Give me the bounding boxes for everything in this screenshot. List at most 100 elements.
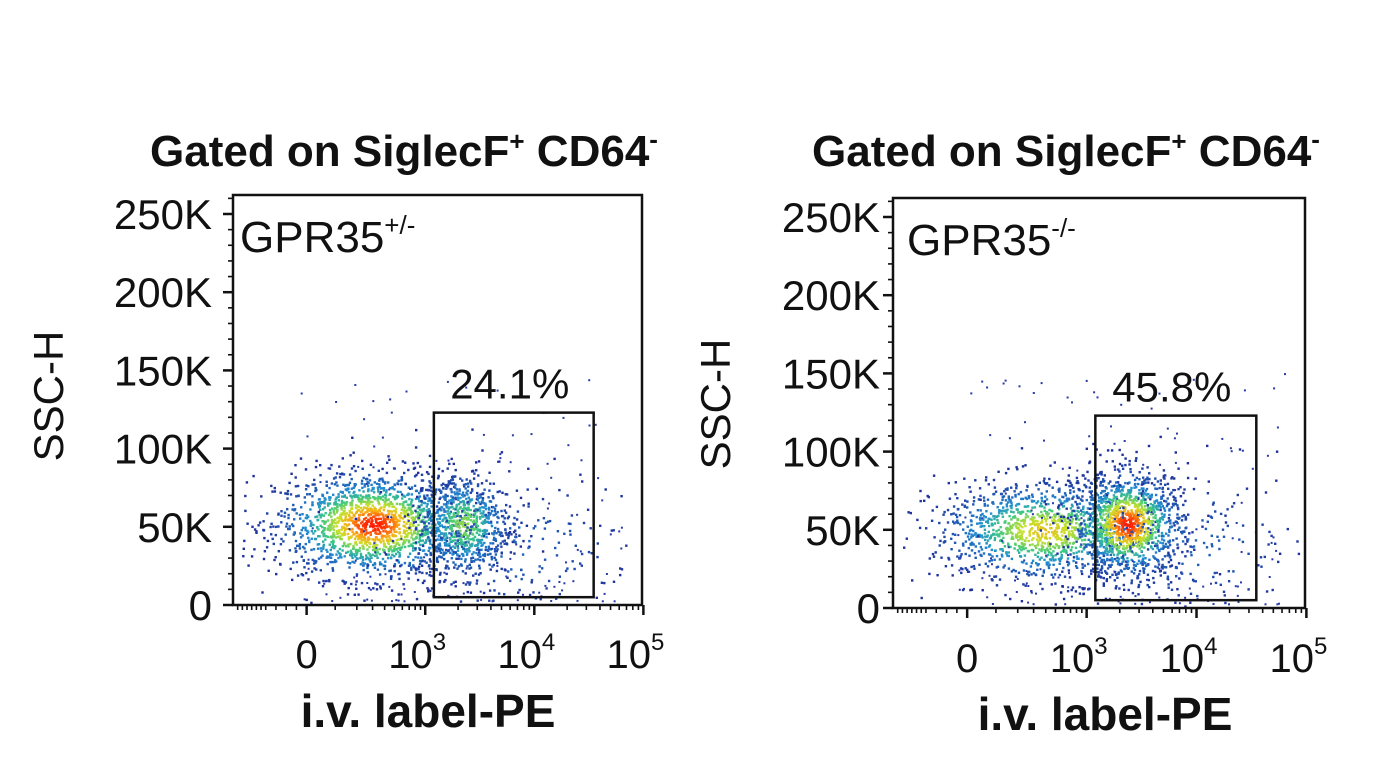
event-dot (496, 544, 500, 547)
event-dot (1025, 562, 1028, 565)
event-dot (489, 512, 493, 515)
event-dot (413, 591, 416, 593)
event-dot (1099, 545, 1102, 548)
event-dot (1071, 505, 1074, 508)
event-dot (368, 494, 371, 497)
event-dot (1136, 516, 1139, 519)
event-dot (418, 500, 421, 503)
event-dot (392, 524, 396, 527)
event-dot (1014, 522, 1017, 525)
event-dot (1023, 521, 1026, 524)
event-dot (1105, 496, 1109, 499)
event-dot (1073, 528, 1076, 532)
event-dot (420, 499, 423, 503)
event-dot (336, 484, 339, 487)
event-dot (1011, 535, 1014, 538)
event-dot (421, 529, 424, 532)
event-dot (444, 528, 447, 531)
event-dot (956, 519, 959, 522)
event-dot (364, 529, 368, 532)
event-dot (1099, 552, 1103, 555)
event-dot (1046, 517, 1049, 520)
event-dot (367, 551, 370, 555)
event-dot (375, 524, 378, 528)
event-dot (497, 592, 501, 595)
event-dot (1027, 574, 1030, 577)
event-dot (1024, 496, 1027, 499)
event-dot (429, 551, 432, 555)
event-dot (1048, 537, 1052, 540)
event-dot (1128, 463, 1131, 466)
event-dot (1064, 523, 1067, 527)
event-dot (489, 552, 492, 556)
event-dot (412, 467, 416, 470)
event-dot (522, 593, 524, 596)
event-dot (382, 525, 385, 529)
event-dot (1076, 528, 1079, 531)
event-dot (998, 558, 1002, 561)
event-dot (1020, 511, 1023, 514)
event-dot (1108, 548, 1112, 551)
event-dot (315, 459, 318, 463)
event-dot (397, 483, 400, 486)
event-dot (471, 489, 474, 493)
event-dot (1007, 495, 1010, 498)
event-dot (1051, 495, 1054, 498)
event-dot (1135, 457, 1138, 460)
event-dot (994, 490, 998, 493)
event-dot (1071, 533, 1074, 537)
event-dot (466, 493, 469, 496)
event-dot (553, 585, 556, 588)
event-dot (1128, 503, 1131, 506)
event-dot (960, 571, 963, 575)
event-dot (1022, 569, 1026, 572)
event-dot (349, 542, 352, 546)
event-dot (484, 545, 488, 549)
event-dot (509, 551, 513, 554)
event-dot (464, 537, 467, 541)
event-dot (421, 510, 424, 513)
event-dot (1224, 514, 1227, 517)
event-dot (448, 499, 451, 502)
event-dot (1031, 506, 1034, 509)
event-dot (378, 561, 382, 564)
event-dot (1024, 516, 1027, 519)
event-dot (451, 520, 454, 523)
event-dot (1100, 541, 1104, 544)
event-dot (359, 563, 363, 566)
event-dot (419, 512, 423, 515)
event-dot (1164, 474, 1167, 477)
event-dot (362, 490, 365, 493)
event-dot (346, 527, 349, 531)
event-dot (460, 543, 463, 546)
event-dot (472, 539, 475, 542)
event-dot (1011, 537, 1015, 540)
event-dot (453, 491, 456, 494)
event-dot (401, 460, 405, 463)
event-dot (1108, 524, 1112, 528)
event-dot (358, 513, 361, 517)
event-dot (426, 532, 430, 535)
event-dot (1028, 534, 1031, 537)
event-dot (1081, 563, 1084, 566)
event-dot (414, 528, 418, 531)
event-dot (481, 500, 484, 503)
event-dot (1026, 509, 1029, 513)
event-dot (1127, 501, 1130, 504)
event-dot (1001, 541, 1005, 544)
event-dot (1144, 519, 1147, 522)
event-dot (548, 502, 551, 505)
event-dot (343, 531, 346, 534)
event-dot (487, 511, 490, 515)
event-dot (1138, 478, 1141, 481)
event-dot (1154, 570, 1157, 573)
event-dot (488, 471, 491, 474)
event-dot (376, 551, 380, 554)
event-dot (1136, 506, 1139, 510)
event-dot (517, 591, 520, 594)
event-dot (494, 539, 498, 542)
event-dot (293, 508, 297, 511)
event-dot (412, 541, 415, 545)
event-dot (367, 509, 370, 512)
event-dot (393, 549, 396, 553)
